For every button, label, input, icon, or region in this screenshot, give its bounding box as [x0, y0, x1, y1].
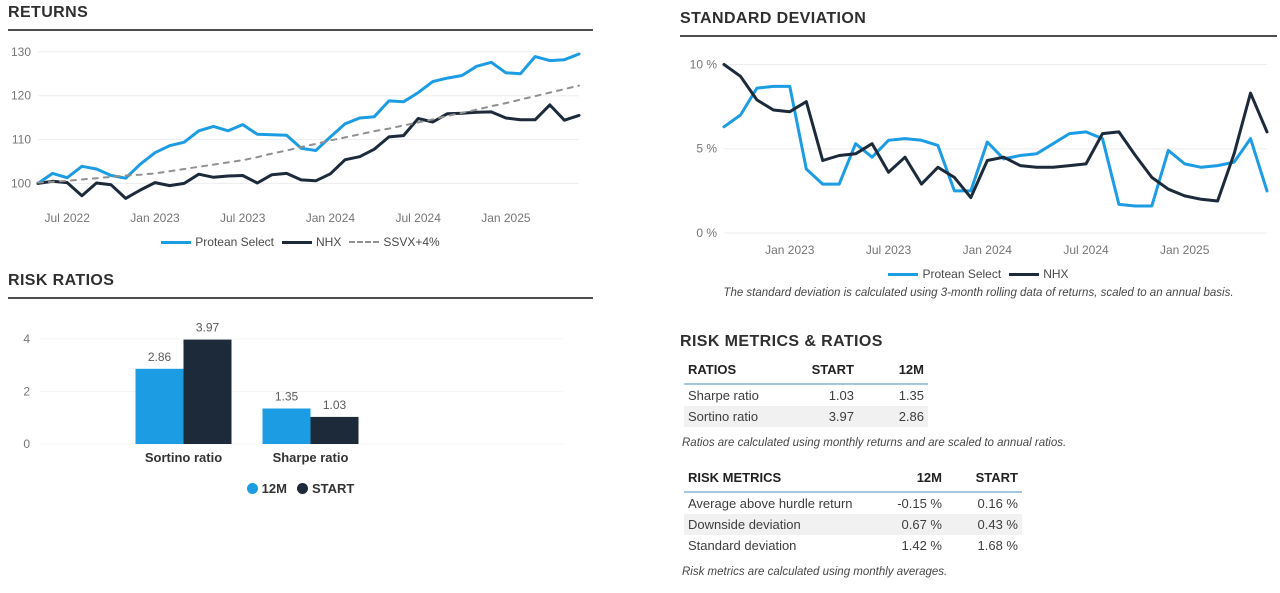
returns-legend: Protean Select NHX SSVX+4%: [8, 235, 593, 249]
legend-label-nhx: NHX: [316, 235, 342, 249]
svg-text:5 %: 5 %: [696, 142, 717, 156]
column-header: RATIOS: [688, 362, 737, 377]
ratios-footnote: Ratios are calculated using monthly retu…: [682, 437, 1067, 449]
returns-title: RETURNS: [8, 4, 89, 21]
returns-line-chart: 100 110 120 130 Jul 2022 Jan 2023 Jul 2023 Jan …: [11, 45, 581, 225]
ssvx-dashed-line-swatch: [349, 241, 380, 243]
svg-text:Sharpe ratio: Sharpe ratio: [273, 450, 349, 465]
svg-text:3.97: 3.97: [196, 321, 220, 335]
std-dev-title: STANDARD DEVIATION: [680, 10, 867, 27]
legend-item-nhx-sd[interactable]: NHX: [1009, 267, 1069, 281]
risk-metrics-footnote: Risk metrics are calculated using monthl…: [682, 566, 948, 578]
risk-metrics-table: RISK METRICS 12M START Average above hurdle…: [684, 467, 1022, 556]
svg-text:Jul 2023: Jul 2023: [866, 243, 912, 257]
column-header: RISK METRICS: [688, 470, 782, 485]
column-header: START: [975, 470, 1018, 485]
svg-text:Jan 2023: Jan 2023: [765, 243, 815, 257]
ratios-table: RATIOS START 12M Sharpe ratio 1.03 1.35 Sortin…: [684, 359, 928, 427]
svg-text:Sortino ratio: Sortino ratio: [145, 450, 222, 465]
risk-ratios-legend: 12M START: [8, 481, 593, 496]
nhx-line-swatch: [1009, 272, 1040, 276]
metric-label: Downside deviation: [688, 517, 801, 532]
svg-text:Jan 2024: Jan 2024: [963, 243, 1013, 257]
column-header: 12M: [898, 362, 924, 377]
table-header-row: RATIOS START 12M: [684, 359, 928, 384]
metric-value: 0.67 %: [901, 517, 942, 532]
protean-select-line-swatch: [161, 240, 192, 244]
svg-text:Jul 2022: Jul 2022: [45, 211, 91, 225]
legend-label-nhx: NHX: [1043, 267, 1069, 281]
svg-text:Jul 2024: Jul 2024: [1063, 243, 1109, 257]
risk-ratios-panel: RISK RATIOS 0 2 4 2.86 3.97 Sortino ratio 1.35…: [8, 270, 593, 496]
svg-text:1.03: 1.03: [323, 398, 347, 412]
legend-item-ssvx[interactable]: SSVX+4%: [349, 235, 440, 249]
metric-value: 1.42 %: [901, 538, 942, 553]
svg-text:0 %: 0 %: [696, 226, 717, 240]
legend-item-start[interactable]: START: [296, 481, 355, 496]
std-dev-section-head: STANDARD DEVIATION: [680, 8, 1277, 37]
svg-text:10 %: 10 %: [690, 58, 718, 72]
risk-ratios-title: RISK RATIOS: [8, 272, 115, 289]
protean-select-line-swatch: [888, 272, 919, 276]
legend-label-protean-select: Protean Select: [195, 235, 274, 249]
legend-item-12m[interactable]: 12M: [246, 481, 287, 496]
table-header-row: RISK METRICS 12M START: [684, 467, 1022, 492]
svg-text:Jan 2025: Jan 2025: [481, 211, 531, 225]
risk-ratios-section-head: RISK RATIOS: [8, 270, 593, 299]
metric-value: 0.43 %: [977, 517, 1018, 532]
metric-label: Sortino ratio: [688, 409, 759, 424]
svg-text:110: 110: [12, 133, 31, 147]
legend-label-start: START: [311, 481, 355, 496]
legend-label-12m: 12M: [261, 481, 287, 496]
svg-text:2: 2: [23, 384, 30, 398]
metric-label: Average above hurdle return: [688, 496, 853, 511]
svg-text:120: 120: [11, 89, 31, 103]
metric-label: Sharpe ratio: [688, 388, 759, 403]
returns-section-head: RETURNS: [8, 2, 593, 31]
risk-metrics-panel: RISK METRICS & RATIOS RATIOS START 12M Shar…: [680, 333, 1277, 593]
svg-text:Jan 2024: Jan 2024: [306, 211, 356, 225]
legend-item-nhx[interactable]: NHX: [282, 235, 341, 249]
table-row: Standard deviation 1.42 % 1.68 %: [684, 535, 1022, 556]
std-dev-panel: STANDARD DEVIATION 0 % 5 % 10 % Jan 2023 Jul…: [680, 8, 1277, 299]
svg-text:1.35: 1.35: [275, 390, 299, 404]
svg-text:Jul 2023: Jul 2023: [220, 211, 266, 225]
risk-metrics-title: RISK METRICS & RATIOS: [680, 333, 883, 350]
table-row: Sortino ratio 3.97 2.86: [684, 406, 928, 427]
metric-value: 2.86: [898, 409, 924, 424]
legend-label-protean-select: Protean Select: [922, 267, 1002, 281]
returns-panel: RETURNS 100 110 120 130 Jul 2022 Jan 2023 Jul …: [8, 2, 593, 249]
table-row: Downside deviation 0.67 % 0.43 %: [684, 514, 1022, 535]
svg-text:Jan 2023: Jan 2023: [130, 211, 180, 225]
metric-value: 1.68 %: [977, 538, 1018, 553]
legend-item-protean-select[interactable]: Protean Select: [161, 235, 274, 249]
start-dot-swatch: [296, 483, 308, 494]
metric-value: 0.16 %: [977, 496, 1018, 511]
std-dev-line-chart: 0 % 5 % 10 % Jan 2023 Jul 2023 Jan 2024 Jul 20…: [690, 58, 1269, 257]
column-header: 12M: [916, 470, 942, 485]
svg-text:Jul 2024: Jul 2024: [396, 211, 442, 225]
risk-ratios-bar-chart: 0 2 4 2.86 3.97 Sortino ratio 1.35 1.03 Sharpe r…: [23, 321, 563, 465]
column-header: START: [811, 362, 854, 377]
metric-value: 3.97: [828, 409, 854, 424]
nhx-line-swatch: [282, 240, 312, 244]
svg-text:2.86: 2.86: [148, 350, 172, 364]
metric-label: Standard deviation: [688, 538, 797, 553]
std-dev-footnote: The standard deviation is calculated usi…: [723, 287, 1234, 299]
svg-text:0: 0: [23, 437, 30, 451]
metric-value: 1.35: [898, 388, 924, 403]
12m-dot-swatch: [246, 483, 258, 494]
table-row: Sharpe ratio 1.03 1.35: [684, 384, 928, 406]
svg-text:100: 100: [11, 176, 31, 190]
metric-value: 1.03: [828, 388, 854, 403]
table-row: Average above hurdle return -0.15 % 0.16 %: [684, 492, 1022, 514]
svg-text:130: 130: [11, 45, 31, 59]
metric-value: -0.15 %: [897, 496, 942, 511]
svg-text:Jan 2025: Jan 2025: [1160, 243, 1210, 257]
legend-item-protean-select-sd[interactable]: Protean Select: [888, 267, 1001, 281]
svg-text:4: 4: [23, 332, 30, 346]
std-dev-legend: Protean Select NHX: [680, 267, 1277, 281]
legend-label-ssvx: SSVX+4%: [383, 235, 440, 249]
